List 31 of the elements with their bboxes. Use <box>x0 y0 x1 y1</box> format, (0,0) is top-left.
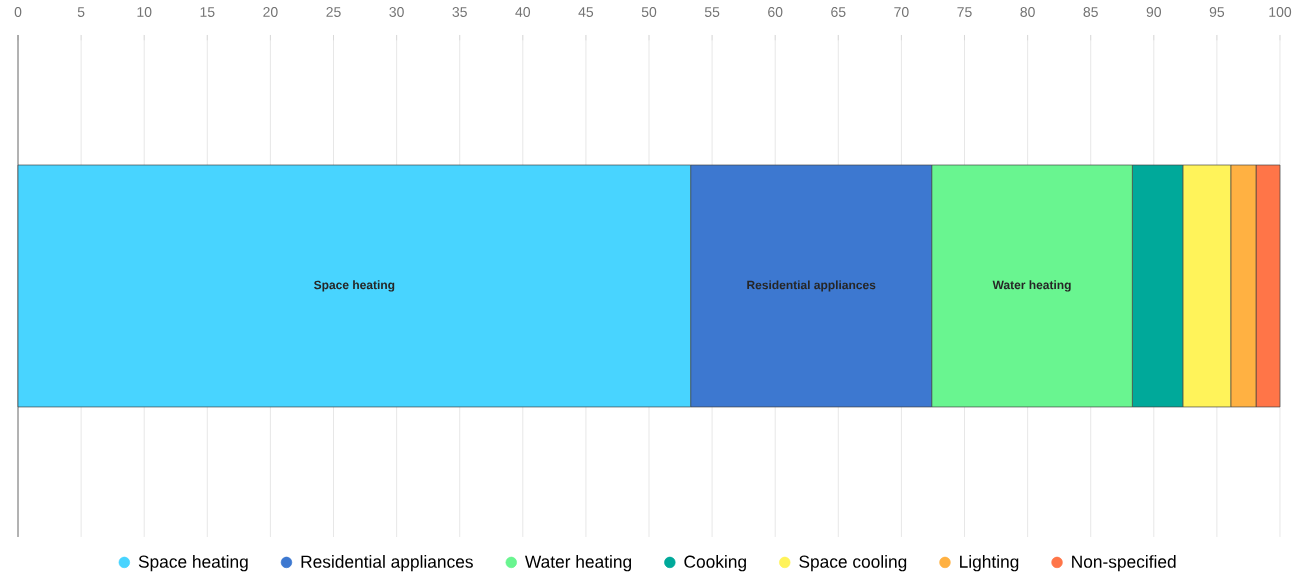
legend-label: Residential appliances <box>301 555 473 572</box>
x-tick-label: 15 <box>200 7 215 17</box>
legend-label: Space heating <box>138 555 248 572</box>
legend-label: Lighting <box>960 555 1019 572</box>
x-tick-label: 70 <box>894 7 909 17</box>
legend-label: Space cooling <box>799 555 907 572</box>
text: Residential appliances <box>747 280 876 292</box>
legend-label: Cooking <box>684 555 746 572</box>
x-tick-label: 40 <box>515 7 531 17</box>
x-tick-label: 55 <box>704 7 720 17</box>
x-tick-label: 35 <box>452 7 467 17</box>
x-tick-label: 45 <box>578 7 594 17</box>
x-tick-label: 85 <box>1083 7 1098 17</box>
x-tick-label: 25 <box>326 7 341 17</box>
x-tick-label: 60 <box>768 7 783 17</box>
legend-label: Water heating <box>525 555 632 572</box>
x-tick-label: 30 <box>389 7 404 17</box>
x-tick-label: 100 <box>1269 7 1292 17</box>
x-tick-label: 10 <box>137 7 152 17</box>
x-tick-label: 65 <box>831 7 846 17</box>
text: Space heating <box>314 280 395 292</box>
legend-label: Non-specified <box>1072 555 1176 572</box>
x-tick-label: 20 <box>263 7 278 17</box>
text: Water heating <box>992 280 1071 292</box>
x-tick-label: 75 <box>957 7 972 17</box>
x-tick-label: 90 <box>1146 7 1162 17</box>
x-tick-label: 5 <box>77 7 85 17</box>
x-tick-label: 95 <box>1209 7 1225 17</box>
x-tick-label: 80 <box>1020 7 1035 17</box>
x-tick-label: 50 <box>641 7 657 17</box>
x-tick-label: 0 <box>14 7 22 17</box>
